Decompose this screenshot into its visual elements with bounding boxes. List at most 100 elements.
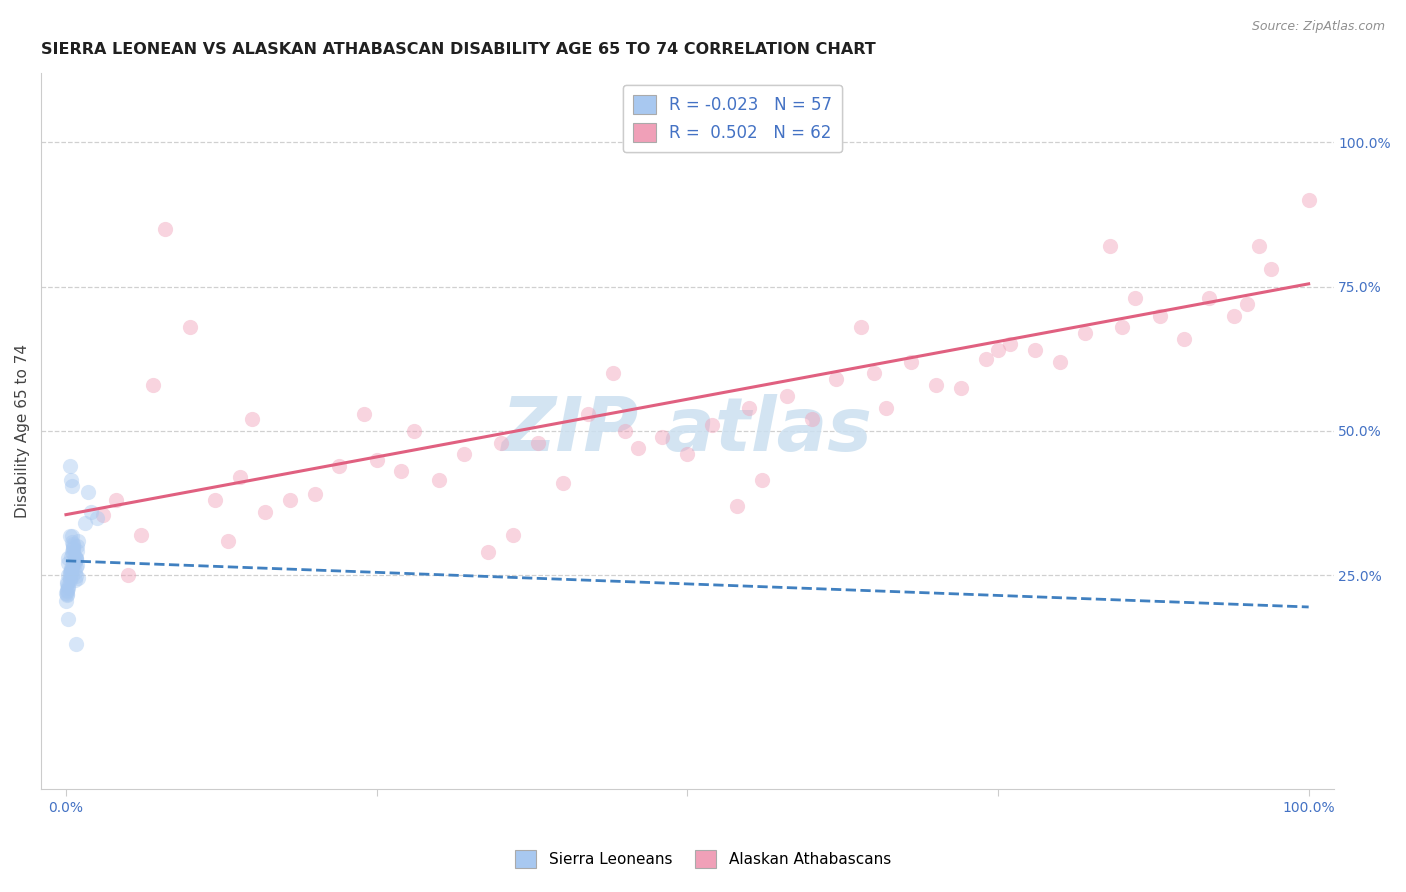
Text: Source: ZipAtlas.com: Source: ZipAtlas.com <box>1251 20 1385 33</box>
Point <box>59 564 82 578</box>
Point <box>60 534 83 549</box>
Point <box>63 549 86 564</box>
Point <box>602 366 624 380</box>
Point <box>676 447 699 461</box>
Point <box>59 567 82 582</box>
Point <box>328 458 350 473</box>
Point <box>77 484 100 499</box>
Point <box>1223 309 1246 323</box>
Point <box>1236 297 1258 311</box>
Point <box>66 544 89 558</box>
Point <box>1111 320 1133 334</box>
Point <box>65 569 87 583</box>
Point <box>59 473 82 487</box>
Y-axis label: Disability Age 65 to 74: Disability Age 65 to 74 <box>15 344 30 518</box>
Point <box>56 575 79 590</box>
Point <box>56 589 79 603</box>
Point <box>453 447 475 461</box>
Point <box>58 579 80 593</box>
Point <box>58 568 80 582</box>
Point <box>58 550 80 565</box>
Point <box>59 571 82 585</box>
Point <box>73 516 96 531</box>
Point <box>59 529 82 543</box>
Point <box>1049 355 1071 369</box>
Point <box>366 453 388 467</box>
Point <box>217 533 239 548</box>
Point <box>67 571 90 585</box>
Point <box>974 351 997 366</box>
Point <box>117 568 139 582</box>
Point <box>55 585 77 599</box>
Point <box>626 442 648 456</box>
Point <box>987 343 1010 358</box>
Point <box>62 542 84 557</box>
Point <box>60 529 83 543</box>
Point <box>1024 343 1046 358</box>
Point <box>155 222 177 236</box>
Point <box>353 407 375 421</box>
Point <box>62 541 84 555</box>
Point <box>614 424 637 438</box>
Point <box>66 540 89 554</box>
Point <box>204 493 226 508</box>
Point <box>65 559 87 574</box>
Point <box>1298 193 1320 207</box>
Point <box>253 505 276 519</box>
Point <box>59 566 82 580</box>
Point <box>229 470 252 484</box>
Point <box>402 424 425 438</box>
Point <box>949 381 972 395</box>
Point <box>60 545 83 559</box>
Point <box>725 499 748 513</box>
Point <box>800 412 823 426</box>
Legend: Sierra Leoneans, Alaskan Athabascans: Sierra Leoneans, Alaskan Athabascans <box>509 844 897 873</box>
Point <box>58 556 80 570</box>
Point <box>65 552 87 566</box>
Point <box>60 559 83 574</box>
Point <box>62 536 84 550</box>
Point <box>1260 262 1282 277</box>
Point <box>59 549 82 564</box>
Point <box>56 582 79 597</box>
Point <box>65 550 87 565</box>
Point <box>477 545 499 559</box>
Point <box>66 558 89 572</box>
Point <box>1173 332 1195 346</box>
Point <box>776 389 799 403</box>
Point <box>240 412 263 426</box>
Point <box>1198 291 1220 305</box>
Point <box>63 573 86 587</box>
Point <box>56 587 79 601</box>
Point <box>1123 291 1146 305</box>
Point <box>56 577 79 591</box>
Text: ZIP atlas: ZIP atlas <box>502 394 873 467</box>
Point <box>489 435 512 450</box>
Point <box>59 573 82 587</box>
Point <box>55 594 77 608</box>
Point <box>63 554 86 568</box>
Point <box>651 430 673 444</box>
Point <box>62 558 84 572</box>
Point <box>1074 326 1097 340</box>
Point <box>825 372 848 386</box>
Point <box>304 487 326 501</box>
Point <box>59 561 82 575</box>
Point <box>56 584 79 599</box>
Point <box>60 479 83 493</box>
Point <box>925 377 948 392</box>
Point <box>551 475 574 490</box>
Point <box>62 540 84 554</box>
Point <box>59 564 82 578</box>
Point <box>65 552 87 566</box>
Legend: R = -0.023   N = 57, R =  0.502   N = 62: R = -0.023 N = 57, R = 0.502 N = 62 <box>623 85 842 152</box>
Point <box>702 418 724 433</box>
Point <box>278 493 301 508</box>
Point <box>427 473 450 487</box>
Point <box>179 320 201 334</box>
Point <box>1247 239 1270 253</box>
Point <box>142 377 165 392</box>
Point <box>58 581 80 595</box>
Point <box>1000 337 1022 351</box>
Point <box>59 458 82 473</box>
